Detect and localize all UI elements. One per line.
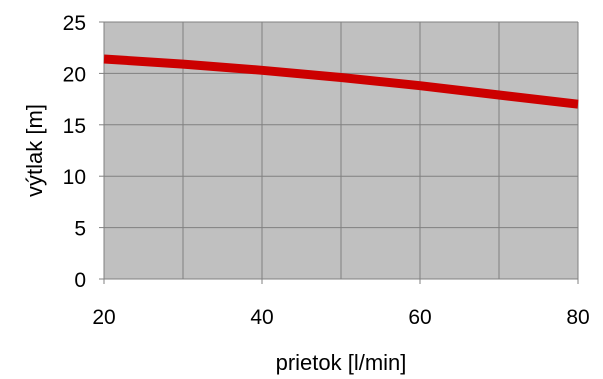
x-axis-ticks: 20 40 60 80 xyxy=(92,279,590,329)
y-tick-label: 15 xyxy=(63,115,86,138)
y-tick-label: 10 xyxy=(63,166,86,189)
series-layer xyxy=(103,54,579,109)
x-tick-label: 80 xyxy=(566,306,589,329)
y-tick-label: 0 xyxy=(74,269,86,292)
y-axis-label: výtlak [m] xyxy=(22,104,47,197)
y-tick-label: 20 xyxy=(63,63,86,86)
gridlines xyxy=(103,21,579,280)
x-axis-label: prietok [l/min] xyxy=(276,350,407,375)
y-tick-label: 25 xyxy=(63,12,86,35)
y-tick-label: 5 xyxy=(74,218,86,241)
x-tick-label: 20 xyxy=(92,306,115,329)
x-tick-label: 60 xyxy=(408,306,431,329)
x-tick-label: 40 xyxy=(250,306,273,329)
y-axis-ticks: 0 5 10 15 20 25 xyxy=(63,12,104,292)
series-line xyxy=(103,54,579,109)
